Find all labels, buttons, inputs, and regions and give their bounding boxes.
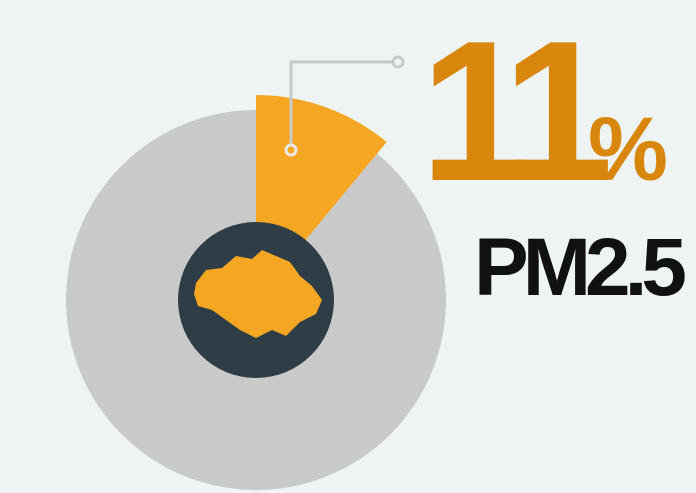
leader-end: [391, 55, 405, 69]
category-label: PM2.5: [474, 222, 685, 313]
unit-label: %: [588, 100, 668, 200]
leader-line: [289, 60, 398, 150]
leader-dot: [284, 143, 298, 157]
value-label: 11: [420, 0, 608, 223]
region-map: [194, 250, 322, 338]
